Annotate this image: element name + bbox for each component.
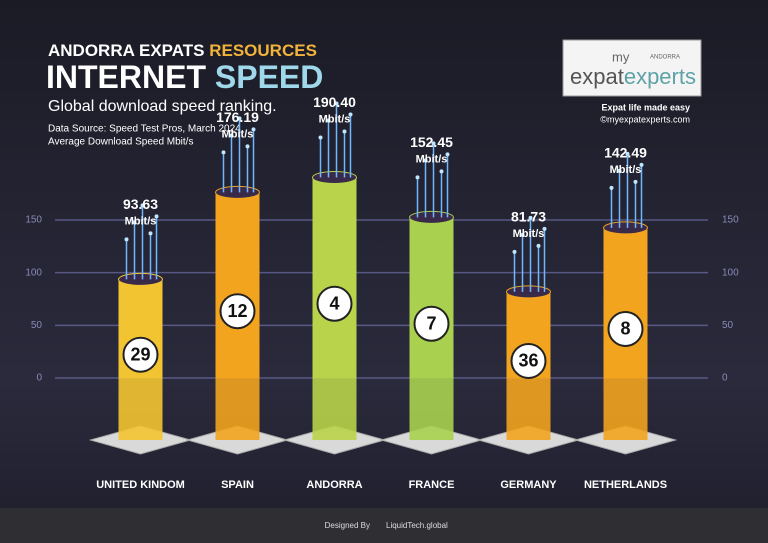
rank-badge xyxy=(607,310,644,347)
fiber-tip xyxy=(431,141,436,146)
rank-label: 29 xyxy=(130,344,150,364)
fiber-tip xyxy=(625,151,630,156)
bar xyxy=(215,192,260,378)
bar-top xyxy=(506,285,551,299)
x-tick-label: ANDORRA xyxy=(306,479,362,491)
rank-badge xyxy=(122,336,159,373)
value-label: 93.63 xyxy=(123,196,158,212)
fiber-tip xyxy=(245,144,250,149)
bar-base xyxy=(603,378,648,440)
bar-top xyxy=(603,221,648,235)
fiber-tip xyxy=(617,168,622,173)
fiber-tip xyxy=(318,135,323,140)
logo-my: my xyxy=(612,49,630,64)
bar-base xyxy=(215,378,260,440)
value-label: 190.40 xyxy=(313,94,356,110)
x-tick-label: GERMANY xyxy=(500,479,557,491)
rank-label: 36 xyxy=(518,351,538,371)
fiber-tip xyxy=(229,133,234,138)
fiber-tip xyxy=(326,118,331,123)
fiber-tip xyxy=(639,162,644,167)
fiber-tip xyxy=(348,112,353,117)
rank-badge xyxy=(413,305,450,342)
fiber-tip xyxy=(140,203,145,208)
fiber-tip xyxy=(536,243,541,248)
rank-badge xyxy=(510,342,547,379)
fiber-tip xyxy=(124,237,129,242)
fiber-tip xyxy=(633,179,638,184)
fiber-tip xyxy=(148,231,153,236)
bar xyxy=(409,217,454,378)
fiber-tip xyxy=(512,249,517,254)
x-tick-label: NETHERLANDS xyxy=(584,479,667,491)
fiber-tip xyxy=(609,185,614,190)
value-unit: Mbit/s xyxy=(125,215,157,227)
logo-wordmark: expatexperts xyxy=(570,64,696,89)
bar xyxy=(603,227,648,378)
fiber-tip xyxy=(251,127,256,132)
footer-band xyxy=(0,508,768,543)
value-unit: Mbit/s xyxy=(222,128,254,140)
fiber-tip xyxy=(334,101,339,106)
logo-box xyxy=(562,39,702,97)
value-unit: Mbit/s xyxy=(513,228,545,240)
fiber-tip xyxy=(154,214,159,219)
fiber-tip xyxy=(542,226,547,231)
subtitle: Global download speed ranking. xyxy=(48,98,277,115)
value-unit: Mbit/s xyxy=(610,164,642,176)
logo-region: ANDORRA xyxy=(650,55,680,61)
y-tick-label-right: 50 xyxy=(722,320,734,331)
fiber-tip xyxy=(520,232,525,237)
bar-top xyxy=(215,185,260,199)
tagline: Expat life made easy xyxy=(601,102,690,112)
y-tick-label-right: 150 xyxy=(722,215,739,226)
measure: Average Download Speed Mbit/s xyxy=(48,137,193,148)
rank-label: 4 xyxy=(329,293,339,313)
value-unit: Mbit/s xyxy=(416,153,448,165)
x-tick-label: UNITED KINDOM xyxy=(96,479,185,491)
fiber-tip xyxy=(423,158,428,163)
title: INTERNET SPEED xyxy=(46,59,323,95)
bar-top xyxy=(312,170,357,184)
rank-badge xyxy=(316,285,353,322)
bar-base xyxy=(312,378,357,440)
bar-base xyxy=(118,378,163,440)
footer-label: Designed By xyxy=(325,521,370,530)
x-tick-label: FRANCE xyxy=(409,479,455,491)
bar xyxy=(312,177,357,378)
y-tick-label: 0 xyxy=(36,373,42,384)
y-tick-label: 50 xyxy=(31,320,43,331)
bar-base xyxy=(506,378,551,440)
fiber-tip xyxy=(237,116,242,121)
bar-top xyxy=(409,210,454,224)
fiber-tip xyxy=(528,215,533,220)
x-tick-label: SPAIN xyxy=(221,479,254,491)
value-label: 152.45 xyxy=(410,134,453,150)
y-tick-label: 100 xyxy=(25,267,42,278)
y-tick-label: 150 xyxy=(25,215,42,226)
value-unit: Mbit/s xyxy=(319,113,351,125)
kicker: ANDORRA EXPATS RESOURCES xyxy=(48,41,317,60)
rank-label: 8 xyxy=(620,319,630,339)
y-tick-label-right: 100 xyxy=(722,267,739,278)
bar-base xyxy=(409,378,454,440)
fiber-tip xyxy=(439,169,444,174)
rank-badge xyxy=(219,293,256,330)
footer-brand: LiquidTech.global xyxy=(386,521,448,530)
bar-top xyxy=(118,272,163,286)
value-label: 81.73 xyxy=(511,209,546,225)
fiber-tip xyxy=(415,175,420,180)
source: Data Source: Speed Test Pros, March 2024 xyxy=(48,124,241,135)
y-tick-label-right: 0 xyxy=(722,373,728,384)
value-label: 142.49 xyxy=(604,145,647,161)
fiber-tip xyxy=(342,129,347,134)
website: ©myexpatexperts.com xyxy=(600,114,690,124)
fiber-tip xyxy=(132,220,137,225)
value-label: 176.19 xyxy=(216,109,259,125)
rank-label: 12 xyxy=(227,301,247,321)
fiber-tip xyxy=(221,150,226,155)
rank-label: 7 xyxy=(426,313,436,333)
fiber-tip xyxy=(445,152,450,157)
